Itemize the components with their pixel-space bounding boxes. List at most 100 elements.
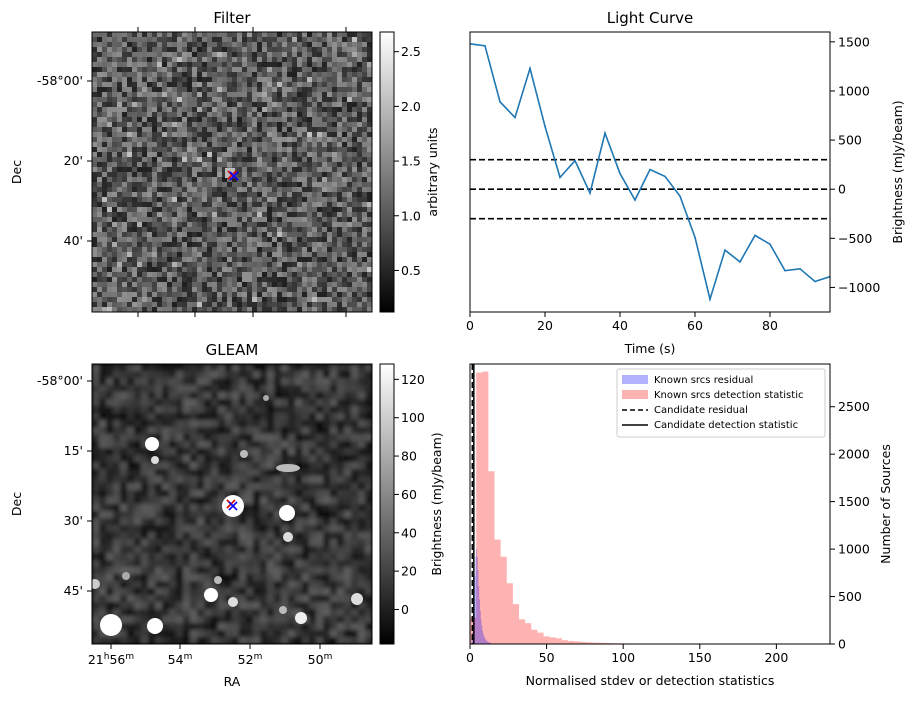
filter-colorbar-label: arbitrary units: [425, 127, 440, 216]
colorbar-tick-label: 2.0: [401, 99, 421, 114]
light-curve-point: [754, 235, 756, 237]
light-curve-series: [470, 44, 830, 299]
light-curve-point: [589, 192, 591, 194]
light-curve-point: [814, 281, 816, 283]
gleam-ylabel: Dec: [9, 492, 24, 516]
colorbar-tick-label: 2.5: [401, 44, 421, 59]
colorbar-tick-label: 40: [401, 525, 417, 540]
colorbar-tick-label: 60: [401, 487, 417, 502]
histogram-bar: [531, 630, 537, 644]
colorbar-tick-label: 0.5: [401, 263, 421, 278]
light-curve-point: [679, 195, 681, 197]
x-tick-label: 50: [539, 650, 555, 665]
histogram-bar: [478, 586, 479, 644]
histogram-bar: [475, 576, 476, 644]
histogram-bar: [476, 549, 477, 644]
gleam-colorbar-label: Brightness (mJy/beam): [429, 432, 444, 575]
filter-ytick-label: 40': [64, 233, 83, 248]
histogram-bar: [544, 636, 550, 644]
x-tick-label: 80: [762, 318, 778, 333]
y-tick-label: 1000: [838, 542, 870, 557]
histogram-bar: [507, 583, 513, 644]
histogram-bar: [556, 638, 562, 644]
light-curve-point: [499, 101, 501, 103]
x-tick-label: 0: [466, 318, 474, 333]
histogram-bar: [482, 631, 483, 644]
histogram-xlabel: Normalised stdev or detection statistics: [526, 673, 775, 688]
y-tick-label: 1500: [838, 494, 870, 509]
light-curve-point: [484, 45, 486, 47]
y-tick-label: −500: [838, 231, 872, 246]
y-tick-label: 0: [838, 182, 846, 197]
gleam-ytick-label: 30': [64, 513, 83, 528]
x-tick-label: 40: [612, 318, 628, 333]
filter-panel: Filter -58°00' 20' 40': [9, 9, 440, 317]
legend-label: Candidate residual: [654, 405, 748, 416]
histogram-bar: [479, 599, 480, 644]
colorbar-tick-label: 100: [401, 410, 425, 425]
histogram-bar: [495, 540, 501, 644]
histogram-bar: [537, 633, 543, 644]
histogram-bar: [477, 557, 478, 644]
gleam-image: [90, 364, 373, 645]
light-curve-point: [619, 173, 621, 175]
x-tick-label: 60: [687, 318, 703, 333]
histogram-bar: [550, 637, 556, 644]
gleam-panel: GLEAM: [9, 341, 444, 689]
histogram-bar: [478, 570, 479, 644]
gleam-ytick-label: 15': [64, 443, 83, 458]
x-tick-label: 200: [764, 650, 788, 665]
histogram-bar: [485, 638, 486, 644]
legend-swatch: [622, 390, 648, 399]
colorbar-tick-label: 20: [401, 564, 417, 579]
light-curve-point: [799, 268, 801, 270]
light-curve-xlabel: Time (s): [624, 341, 676, 356]
legend-swatch: [622, 375, 648, 384]
histogram-bar: [501, 557, 507, 644]
y-tick-label: 2000: [838, 447, 870, 462]
filter-ylabel: Dec: [9, 160, 24, 184]
legend-label: Candidate detection statistic: [654, 420, 798, 431]
light-curve-point: [724, 249, 726, 251]
histogram-bar: [480, 611, 481, 644]
gleam-xtick-label: 21h56m: [88, 652, 134, 667]
colorbar-tick-label: 0: [401, 602, 409, 617]
light-curve-point: [739, 261, 741, 263]
gleam-ytick-label: 45': [64, 583, 83, 598]
gleam-ytick-label: -58°00': [37, 373, 83, 388]
histogram-bar: [513, 604, 519, 644]
gleam-xlabel: RA: [224, 674, 241, 689]
histogram-bar: [485, 639, 486, 644]
gleam-title: GLEAM: [206, 341, 259, 359]
histogram-bar: [483, 634, 484, 644]
filter-title: Filter: [213, 9, 251, 27]
legend-label: Known srcs residual: [654, 375, 753, 386]
light-curve-point: [559, 177, 561, 179]
light-curve-point: [604, 132, 606, 134]
colorbar-tick-label: 1.0: [401, 208, 421, 223]
histogram-bar: [484, 636, 485, 644]
x-tick-label: 100: [611, 650, 635, 665]
light-curve-point: [574, 160, 576, 162]
filter-image: [92, 32, 372, 312]
x-tick-label: 0: [466, 650, 474, 665]
histogram-bar: [562, 640, 568, 644]
light-curve-point: [694, 237, 696, 239]
filter-ytick-label: -58°00': [37, 73, 83, 88]
y-tick-label: 2500: [838, 399, 870, 414]
filter-colorbar-ticks: 0.51.01.52.02.5: [394, 44, 421, 278]
light-curve-point: [514, 117, 516, 119]
light-curve-point: [709, 298, 711, 300]
light-curve-title: Light Curve: [607, 9, 693, 27]
light-curve-frame: [470, 32, 830, 312]
gleam-xticks: 21h56m 54m 52m 50m: [88, 644, 333, 667]
light-curve-point: [634, 199, 636, 201]
filter-yticks: -58°00' 20' 40': [37, 73, 92, 248]
y-tick-label: 1500: [838, 34, 870, 49]
light-curve-point: [649, 169, 651, 171]
y-tick-label: 500: [838, 133, 862, 148]
legend-label: Known srcs detection statistic: [654, 390, 803, 401]
